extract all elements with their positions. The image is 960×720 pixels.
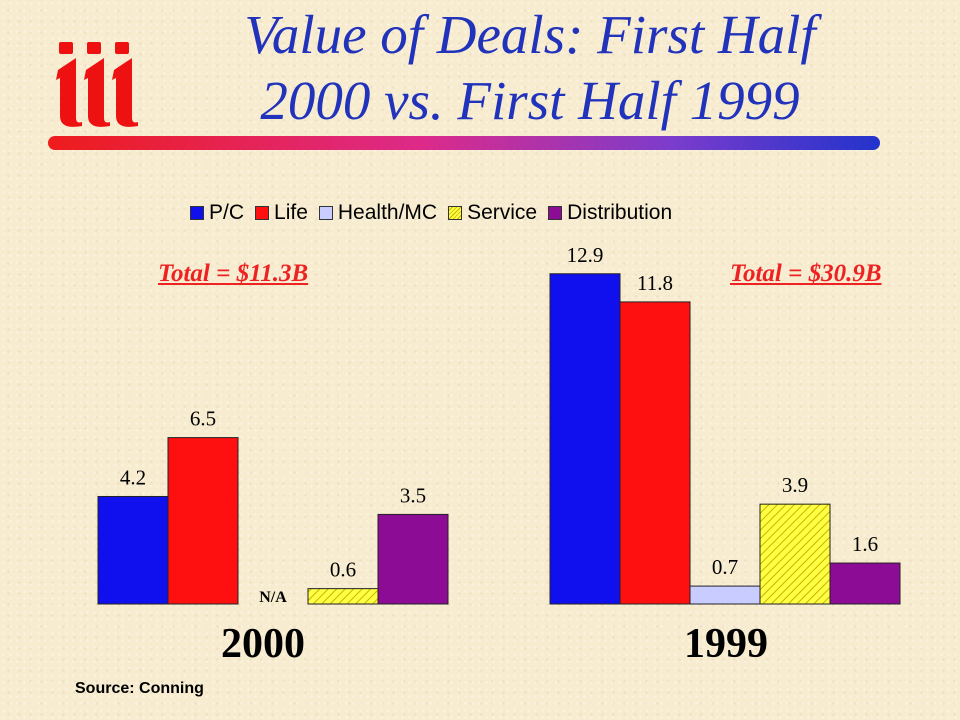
- legend-swatch-distribution: [548, 206, 563, 220]
- bar-2000-pc: [97, 495, 169, 605]
- bar-1999-distribution: [829, 562, 901, 605]
- iii-logo: [56, 42, 138, 127]
- legend-item-distribution: Distribution: [548, 201, 672, 225]
- legend-label-pc: P/C: [209, 201, 245, 224]
- legend-item-service: Service: [448, 201, 537, 225]
- bar-2000-distribution: [377, 513, 449, 605]
- bar-label-1999-distribution: 1.6: [852, 532, 878, 556]
- legend-item-pc: P/C: [190, 201, 244, 225]
- bar-label-2000-service: 0.6: [330, 558, 356, 582]
- bar-label-1999-health: 0.7: [712, 555, 738, 579]
- bar-1999-health: [689, 585, 761, 605]
- bar-label-2000-health: N/A: [259, 589, 287, 606]
- bar-1999-pc: [549, 273, 621, 605]
- bar-1999-service: [759, 503, 831, 605]
- legend-item-health: Health/MC: [318, 201, 438, 225]
- legend-swatch-life: [255, 206, 270, 220]
- total-label-1999: Total = $30.9B: [730, 260, 882, 287]
- title-line-1: Value of Deals: First Half: [244, 4, 816, 65]
- total-label-2000: Total = $11.3B: [158, 260, 309, 287]
- bar-label-1999-service: 3.9: [782, 473, 808, 497]
- chart-legend: P/C Life Health/MC Service Distribution: [190, 201, 683, 225]
- legend-swatch-service: [448, 206, 463, 220]
- legend-label-service: Service: [467, 201, 538, 224]
- legend-label-distribution: Distribution: [567, 201, 673, 224]
- legend-label-health: Health/MC: [337, 201, 438, 224]
- bar-label-2000-pc: 4.2: [120, 465, 146, 489]
- year-label-1999: 1999: [684, 621, 768, 667]
- title-divider: [48, 136, 880, 150]
- legend-item-life: Life: [255, 201, 308, 225]
- bar-label-2000-distribution: 3.5: [400, 483, 426, 507]
- bar-1999-life: [619, 301, 691, 605]
- legend-swatch-pc: [190, 206, 204, 220]
- legend-label-life: Life: [274, 201, 308, 224]
- title-line-2: 2000 vs. First Half 1999: [260, 70, 800, 131]
- source-note: Source: Conning: [75, 680, 204, 697]
- bar-2000-service: [307, 588, 379, 605]
- slide-title: Value of Deals: First Half 2000 vs. Firs…: [160, 2, 900, 134]
- bar-label-1999-pc: 12.9: [567, 243, 604, 267]
- year-label-2000: 2000: [221, 621, 305, 667]
- bar-label-2000-life: 6.5: [190, 407, 216, 431]
- legend-swatch-health: [318, 206, 333, 220]
- bar-2000-life: [167, 437, 239, 605]
- bar-label-1999-life: 11.8: [637, 271, 673, 295]
